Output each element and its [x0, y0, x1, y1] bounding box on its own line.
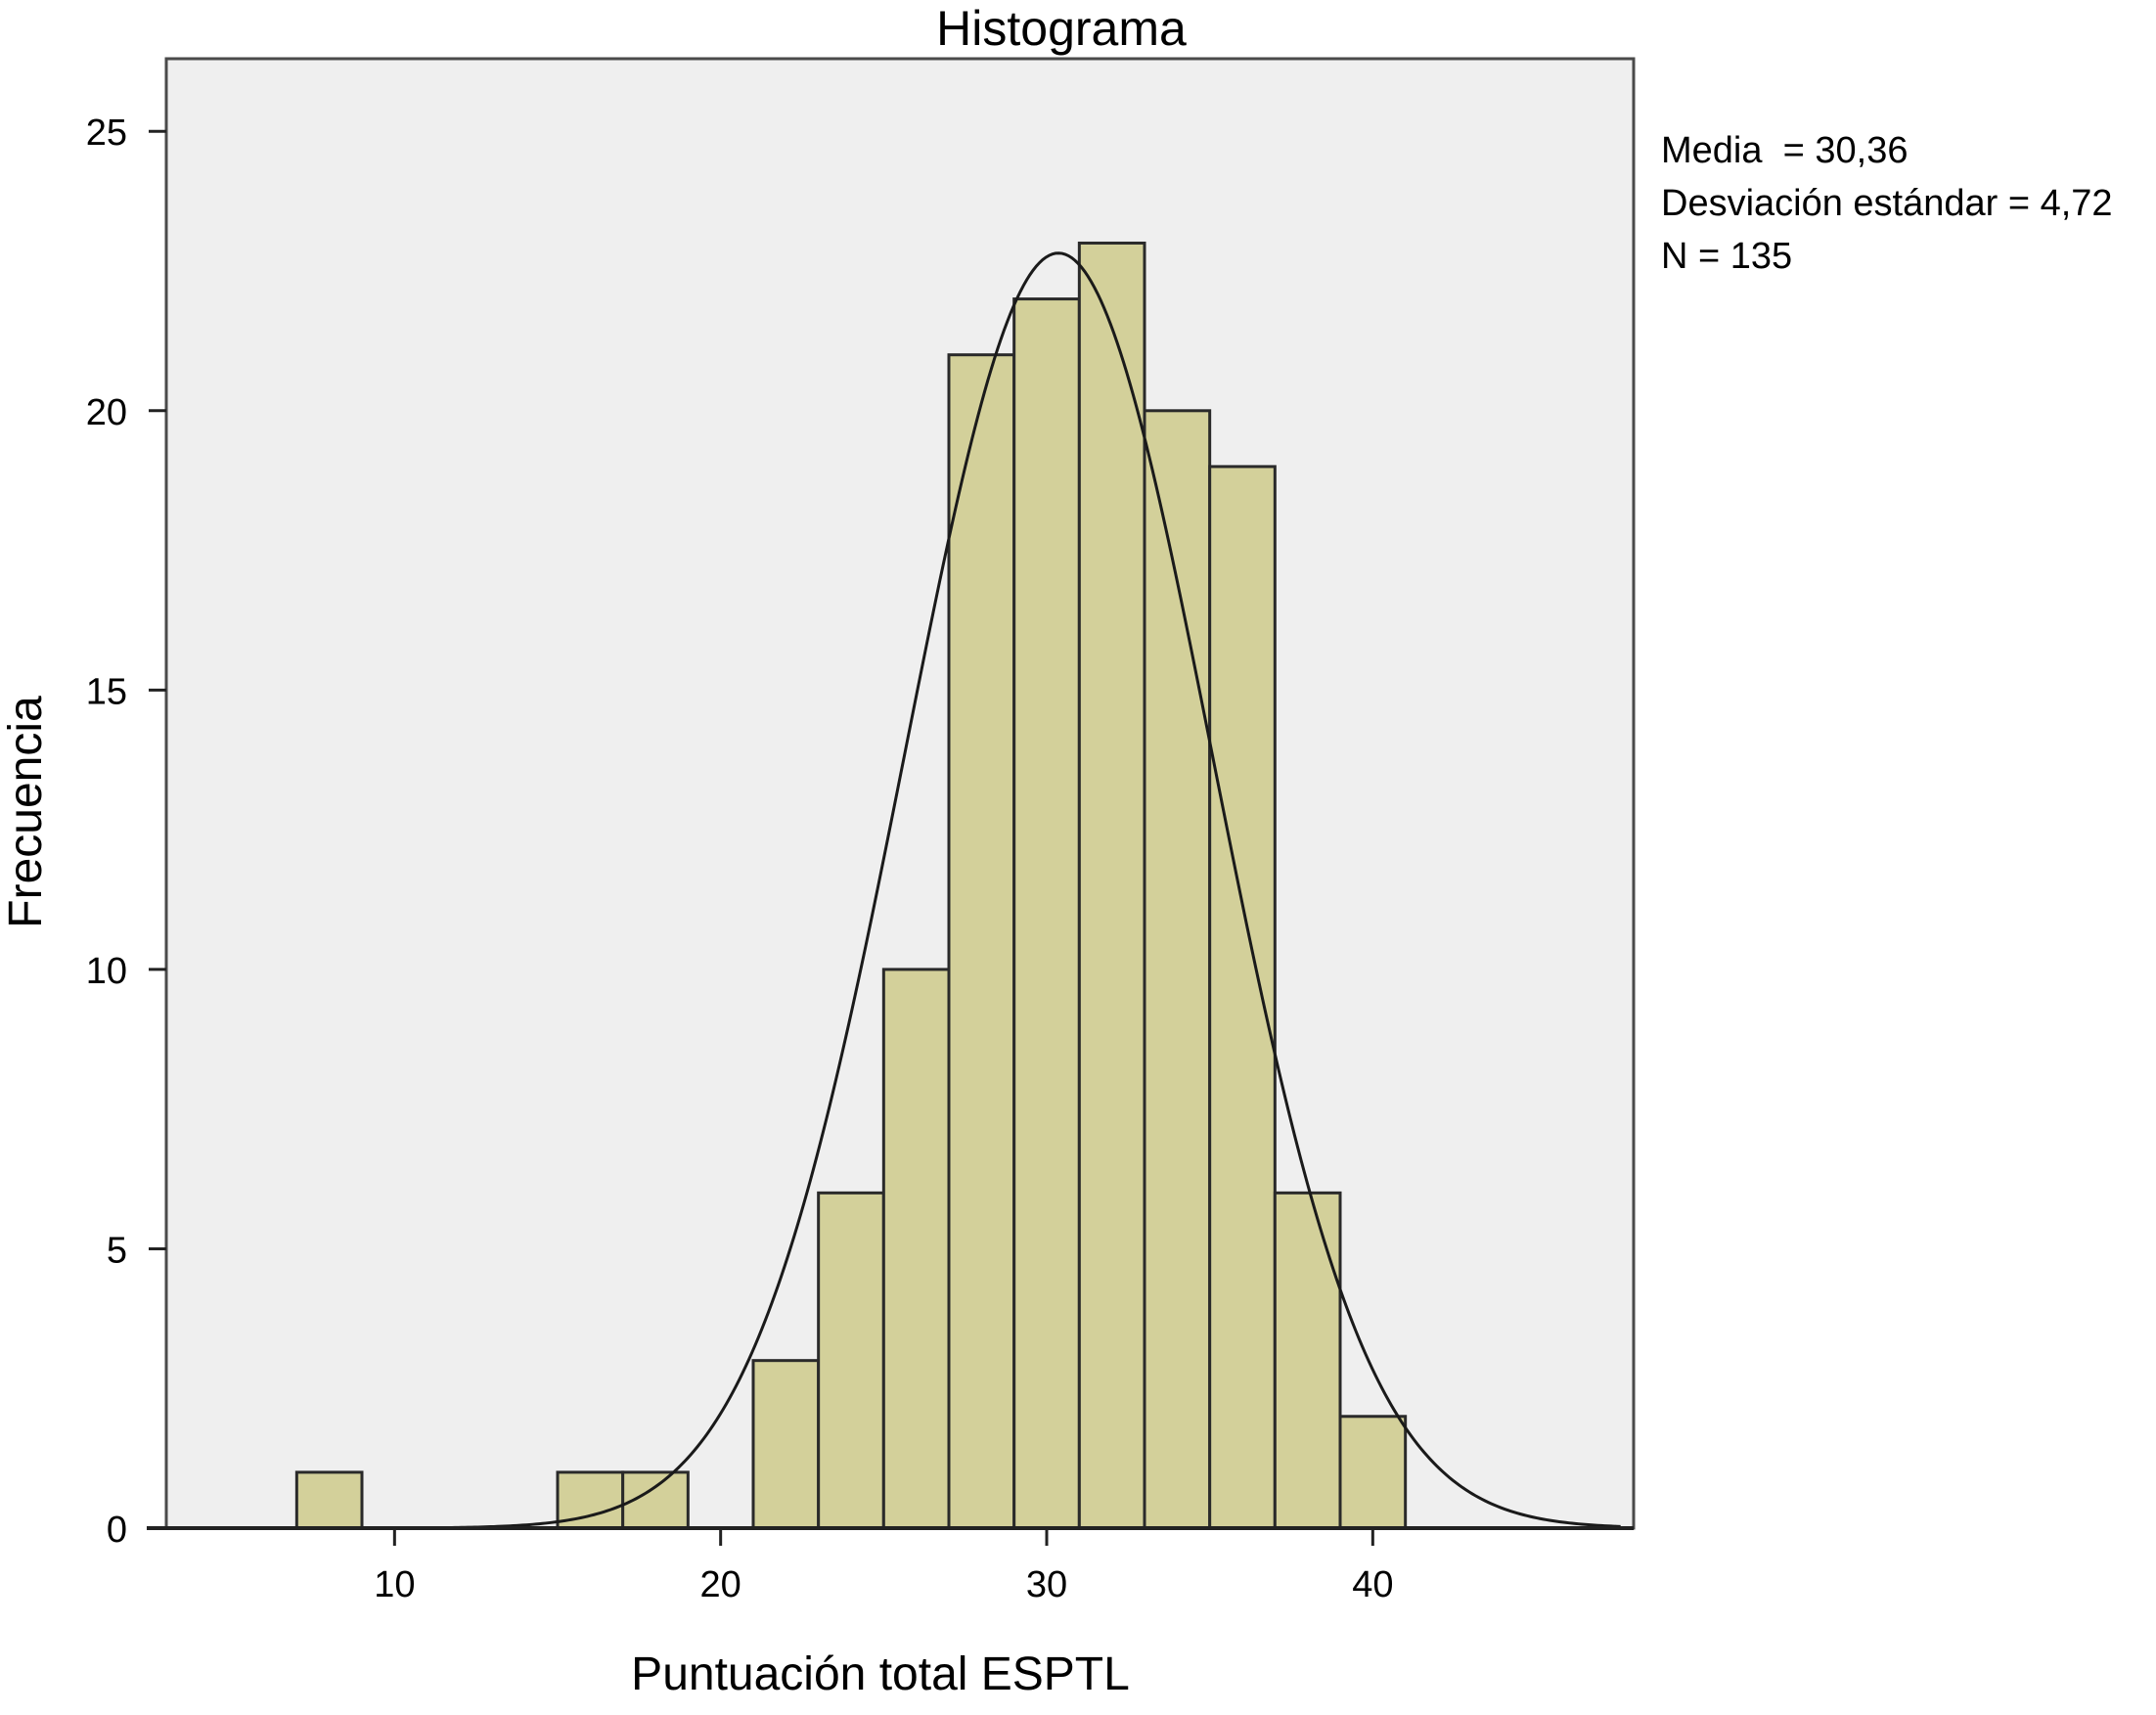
histogram-bar [1143, 409, 1212, 1530]
y-tick-label: 25 [86, 113, 127, 154]
bars-group [294, 241, 1408, 1530]
histogram-bar [817, 1191, 885, 1530]
histogram-bar [1077, 241, 1146, 1530]
chart-title: Histograma [936, 1, 1187, 56]
x-tick-label: 30 [1026, 1564, 1067, 1605]
histogram-bar [1012, 297, 1081, 1530]
y-tick-label: 5 [107, 1230, 127, 1271]
x-axis: 10 20 30 40 [147, 1526, 1634, 1605]
stat-line: Desviación estándar = 4,72 [1661, 183, 2113, 224]
x-axis-label: Puntuación total ESPTL [631, 1648, 1130, 1700]
y-axis: 0 5 10 15 20 25 [86, 113, 166, 1551]
x-tick-label: 40 [1352, 1564, 1393, 1605]
histogram-bar [294, 1470, 364, 1530]
x-tick-label: 10 [374, 1564, 415, 1605]
histogram-bar [1208, 465, 1277, 1530]
histogram-bar [1338, 1415, 1408, 1530]
y-tick-label: 15 [86, 671, 127, 712]
histogram-bar [881, 968, 951, 1530]
normal-curve [329, 251, 1621, 1530]
histogram-bar [751, 1359, 821, 1530]
stat-line: N = 135 [1661, 236, 1792, 277]
stats-box: Media = 30,36 Desviación estándar = 4,72 N… [1661, 130, 2113, 277]
histogram-bar [1273, 1191, 1342, 1530]
histogram-bar [947, 353, 1016, 1530]
stat-line: Media = 30,36 [1661, 130, 1908, 171]
x-tick-label: 20 [700, 1564, 741, 1605]
y-axis-label: Frecuencia [0, 696, 52, 928]
y-tick-label: 20 [86, 392, 127, 433]
y-tick-label: 0 [107, 1510, 127, 1551]
y-tick-label: 10 [86, 951, 127, 992]
